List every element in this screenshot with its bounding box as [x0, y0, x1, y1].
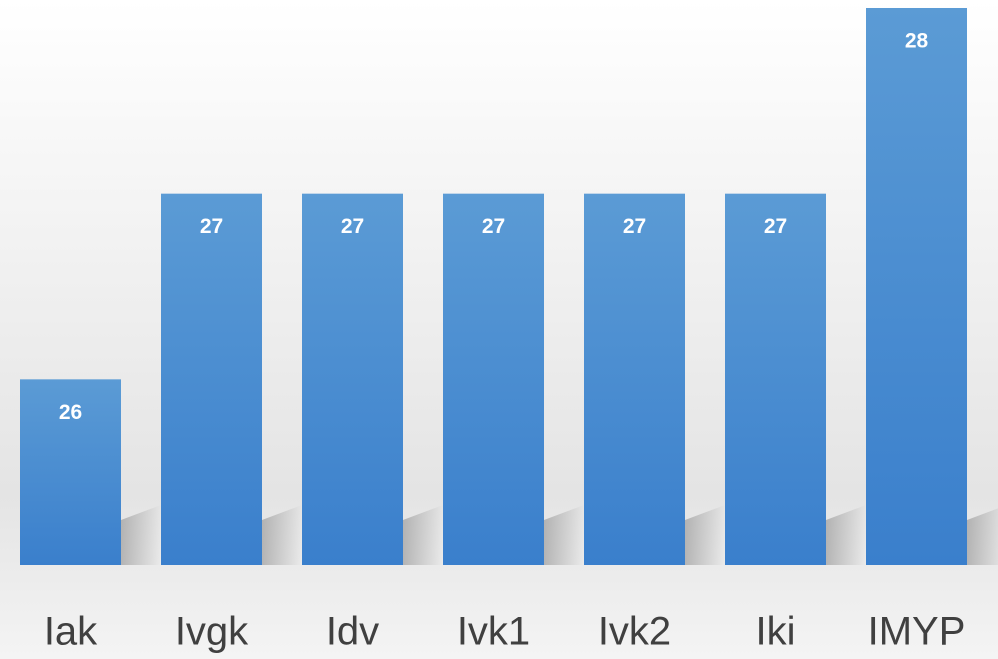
- bar: [443, 193, 544, 565]
- x-tick-label: IMYP: [868, 610, 966, 654]
- x-tick-label: Ivk2: [598, 610, 671, 654]
- bar: [725, 193, 826, 565]
- x-tick-label: Ivk1: [457, 610, 530, 654]
- bar-shadow: [262, 505, 302, 565]
- bar: [20, 379, 121, 565]
- bar: [161, 193, 262, 565]
- x-tick-label: Iki: [756, 610, 796, 654]
- x-tick-label: Ivgk: [175, 610, 249, 654]
- data-label: 27: [482, 215, 505, 238]
- bar: [866, 8, 967, 565]
- x-tick-label: Idv: [326, 610, 379, 654]
- data-label: 27: [764, 215, 787, 238]
- bar-shadow: [967, 508, 998, 565]
- data-label: 27: [341, 215, 364, 238]
- bar-shadow: [403, 505, 443, 565]
- bar: [584, 193, 685, 565]
- bar-shadow: [544, 505, 584, 565]
- bar-shadow: [826, 505, 866, 565]
- data-label: 27: [200, 215, 223, 238]
- data-label: 27: [623, 215, 646, 238]
- bar-shadow: [685, 505, 725, 565]
- bar-shadow: [121, 505, 161, 565]
- data-label: 28: [905, 30, 929, 53]
- data-label: 26: [59, 401, 82, 424]
- x-tick-label: Iak: [44, 610, 98, 654]
- bar: [302, 193, 403, 565]
